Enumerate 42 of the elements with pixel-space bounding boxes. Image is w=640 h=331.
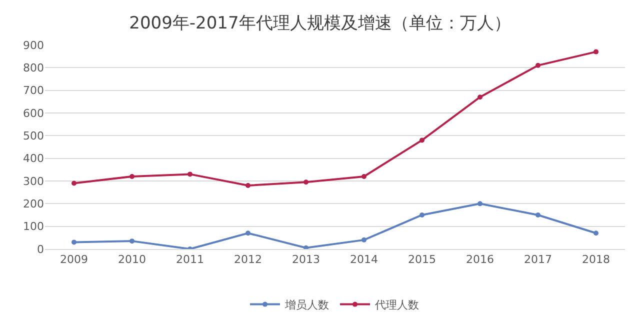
- point: [536, 62, 540, 68]
- x-tick-label: 2014: [350, 253, 378, 266]
- y-tick-label: 800: [23, 62, 44, 75]
- point: [536, 212, 540, 218]
- x-tick-label: 2015: [408, 253, 436, 266]
- legend-label: 增员人数: [284, 298, 329, 312]
- x-tick-label: 2011: [176, 253, 204, 266]
- point: [72, 180, 76, 186]
- point: [246, 230, 250, 236]
- point: [72, 240, 76, 245]
- x-tick-label: 2012: [234, 253, 262, 266]
- point: [362, 237, 366, 242]
- point: [304, 245, 308, 249]
- y-tick-label: 600: [23, 106, 44, 120]
- point: [188, 172, 192, 177]
- point: [420, 138, 424, 143]
- point: [594, 49, 598, 54]
- x-tick-label: 2010: [118, 253, 146, 266]
- point: [478, 94, 482, 100]
- y-tick-label: 400: [23, 152, 44, 166]
- chart-title: 2009年-2017年代理人规模及增速（单位：万人）: [129, 13, 511, 34]
- point: [594, 230, 598, 236]
- y-tick-label: 300: [23, 174, 44, 188]
- x-tick-label: 2018: [582, 253, 610, 266]
- y-tick-label: 500: [23, 130, 44, 143]
- point: [304, 180, 308, 185]
- x-tick-label: 2013: [292, 253, 320, 266]
- point: [420, 212, 424, 218]
- legend-label: 代理人数: [374, 298, 419, 312]
- point: [130, 238, 134, 244]
- y-tick-label: 200: [23, 198, 44, 211]
- point: [478, 201, 482, 206]
- y-tick-label: 700: [23, 84, 44, 98]
- y-tick-label: 100: [23, 220, 44, 234]
- y-tick-label: 900: [23, 38, 44, 52]
- y-tick-label: 0: [37, 242, 44, 256]
- point: [362, 174, 366, 179]
- x-tick-label: 2017: [524, 253, 552, 266]
- point: [130, 174, 134, 179]
- point: [246, 183, 250, 188]
- x-tick-label: 2009: [60, 253, 88, 266]
- x-tick-label: 2016: [466, 253, 494, 266]
